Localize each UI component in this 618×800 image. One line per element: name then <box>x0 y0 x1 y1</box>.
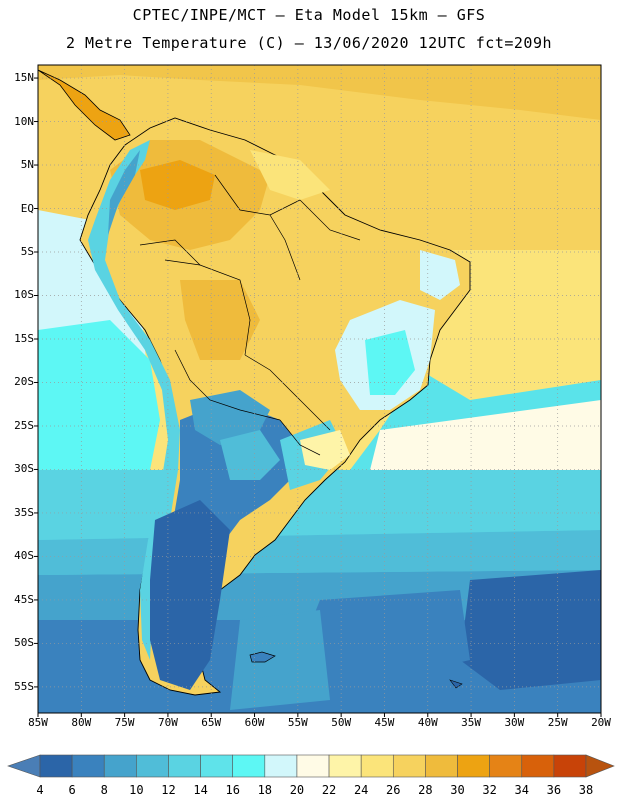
colorbar-swatch <box>425 754 458 778</box>
title-line-2: 2 Metre Temperature (C) – 13/06/2020 12U… <box>65 34 553 52</box>
colorbar-arrow-low <box>7 754 41 778</box>
axis-ticks <box>34 77 602 717</box>
colorbar-swatch <box>328 754 362 778</box>
latitude-label: 10S <box>14 288 34 302</box>
latitude-label: 50S <box>14 636 34 650</box>
colorbar-label: 26 <box>386 783 401 797</box>
latitude-label: EQ <box>20 201 34 215</box>
colorbar-swatch <box>296 754 330 778</box>
longitude-label: 80W <box>71 716 92 729</box>
colorbar-swatch <box>168 754 201 778</box>
longitude-label: 30W <box>504 716 525 729</box>
longitude-label: 75W <box>114 716 135 729</box>
colorbar-label: 30 <box>450 783 465 797</box>
colorbar-label: 16 <box>225 783 240 797</box>
longitude-label: 25W <box>547 716 568 729</box>
colorbar-label: 10 <box>129 783 144 797</box>
colorbar-label: 38 <box>578 783 594 797</box>
longitude-label: 40W <box>417 716 438 729</box>
colorbar-label: 6 <box>68 783 76 797</box>
colorbar-label: 24 <box>353 783 369 797</box>
colorbar-arrow-high <box>585 754 615 778</box>
colorbar <box>7 754 615 778</box>
colorbar-swatch <box>360 754 394 778</box>
longitude-label: 55W <box>287 716 308 729</box>
colorbar-swatch <box>39 754 73 778</box>
colorbar-label: 12 <box>161 783 176 797</box>
colorbar-label: 20 <box>289 783 305 797</box>
longitude-label: 50W <box>331 716 352 729</box>
latitude-label: 35S <box>14 505 34 519</box>
colorbar-label: 8 <box>100 783 108 797</box>
colorbar-label: 22 <box>321 783 337 797</box>
colorbar-label: 4 <box>36 783 44 797</box>
cold-pool-south-atlantic <box>460 570 601 690</box>
longitude-label: 20W <box>591 716 611 729</box>
colorbar-swatch <box>264 754 298 778</box>
longitude-label: 70W <box>157 716 178 729</box>
field-layer <box>38 65 601 713</box>
latitude-label: 5N <box>20 158 34 172</box>
longitude-label: 60W <box>244 716 265 729</box>
title-line-1: CPTEC/INPE/MCT – Eta Model 15km – GFS <box>132 6 486 24</box>
longitude-label: 45W <box>374 716 395 729</box>
colorbar-label: 34 <box>514 783 529 797</box>
longitude-label: 85W <box>28 716 48 729</box>
colorbar-label: 32 <box>482 783 497 797</box>
colorbar-label: 14 <box>193 783 208 797</box>
colorbar-label: 28 <box>418 783 433 797</box>
colorbar-label: 36 <box>546 783 562 797</box>
latitude-label: 20S <box>14 375 34 389</box>
colorbar-swatch <box>457 754 490 778</box>
latitude-label: 15N <box>14 71 34 85</box>
latitude-label: 45S <box>14 592 34 606</box>
colorbar-swatch <box>489 754 523 778</box>
country-borders <box>139 174 361 456</box>
colorbar-swatch <box>103 754 137 778</box>
latitude-label: 5S <box>20 245 34 258</box>
falkland-islands <box>249 651 276 663</box>
colorbar-swatch <box>521 754 555 778</box>
colorbar-swatch <box>392 754 426 778</box>
latitude-label: 55S <box>14 679 34 693</box>
longitude-label: 65W <box>201 716 222 729</box>
colorbar-label: 18 <box>257 783 273 797</box>
latitude-label: 30S <box>14 462 34 476</box>
colorbar-swatch <box>200 754 234 778</box>
latitude-label: 15S <box>14 331 34 345</box>
colorbar-swatch <box>136 754 169 778</box>
latitude-label: 25S <box>14 418 34 432</box>
colorbar-swatch <box>232 754 266 778</box>
latitude-label: 40S <box>14 549 34 563</box>
latitude-label: 10N <box>14 114 34 128</box>
map-frame <box>37 64 602 714</box>
colorbar-swatch <box>71 754 105 778</box>
longitude-label: 35W <box>461 716 481 729</box>
colorbar-swatch <box>553 754 587 778</box>
